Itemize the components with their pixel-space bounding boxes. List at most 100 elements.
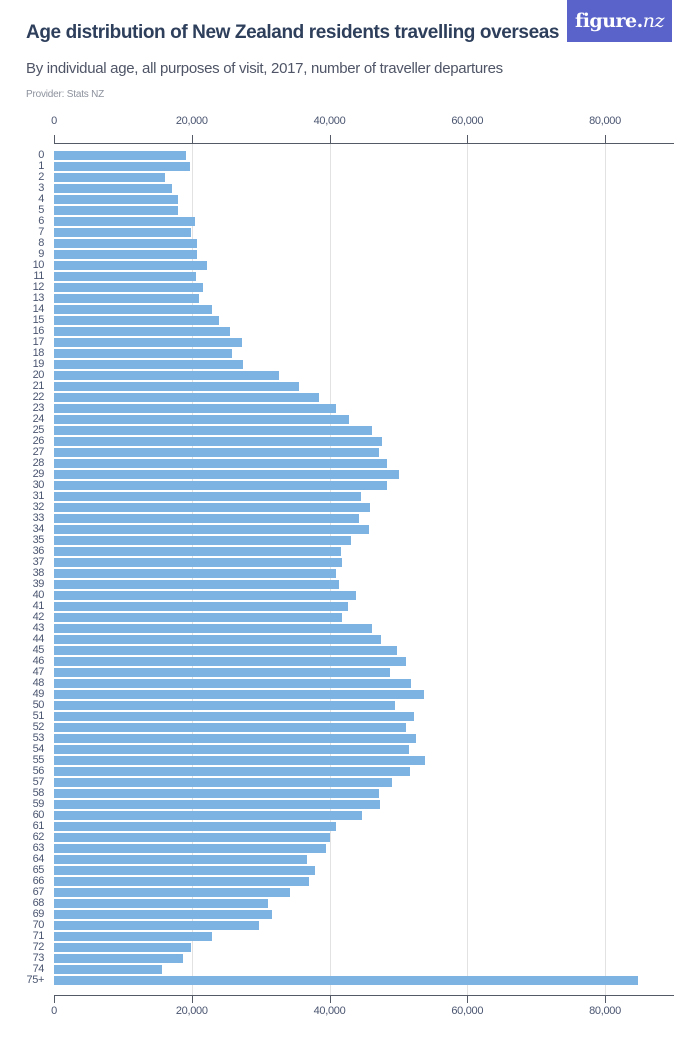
bar-age-36 — [54, 547, 342, 556]
figure-nz-logo[interactable]: figure. nz — [567, 0, 672, 42]
bar-age-7 — [54, 228, 192, 237]
bar-age-28 — [54, 459, 388, 468]
age-label: 71 — [32, 930, 45, 942]
age-label: 15 — [32, 314, 45, 326]
age-label: 39 — [32, 578, 45, 590]
age-label: 56 — [32, 765, 45, 777]
age-label: 73 — [32, 952, 45, 964]
bar-age-22 — [54, 393, 320, 402]
bar-age-4 — [54, 195, 178, 204]
logo-suffix: nz — [642, 10, 665, 32]
top-axis-tick — [54, 135, 55, 143]
age-label: 44 — [32, 633, 45, 645]
bar-age-2 — [54, 173, 165, 182]
age-label: 13 — [32, 292, 45, 304]
bottom-axis-tick-label: 60,000 — [451, 1005, 484, 1017]
age-label: 50 — [32, 699, 45, 711]
bar-age-69 — [54, 910, 273, 919]
bar-age-24 — [54, 415, 349, 424]
bar-age-68 — [54, 899, 269, 908]
age-label: 47 — [32, 666, 45, 678]
age-label: 22 — [32, 391, 45, 403]
age-label: 66 — [32, 875, 45, 887]
bar-age-67 — [54, 888, 291, 897]
bar-age-70 — [54, 921, 260, 930]
bar-age-43 — [54, 624, 373, 633]
bottom-axis-tick — [191, 995, 193, 1003]
bar-age-42 — [54, 613, 342, 622]
top-axis-tick-label: 60,000 — [451, 115, 484, 127]
age-label: 52 — [32, 721, 45, 733]
age-label: 74 — [32, 963, 45, 975]
bar-age-57 — [54, 778, 393, 787]
bar-age-33 — [54, 514, 360, 523]
bar-age-13 — [54, 294, 199, 303]
age-label: 46 — [32, 655, 45, 667]
bar-age-1 — [54, 162, 190, 171]
top-axis-tick — [467, 135, 469, 143]
age-label: 67 — [32, 886, 45, 898]
bottom-axis-line — [54, 995, 674, 996]
age-label: 72 — [32, 941, 45, 953]
bar-age-11 — [54, 272, 196, 281]
bar-age-3 — [54, 184, 172, 193]
bar-age-52 — [54, 723, 406, 732]
bottom-axis-tick — [605, 995, 606, 1003]
age-label: 53 — [32, 732, 45, 744]
top-axis-tick-label: 40,000 — [313, 115, 346, 127]
bar-age-73 — [54, 954, 183, 963]
age-label: 31 — [32, 490, 45, 502]
bar-age-40 — [54, 591, 356, 600]
age-label: 61 — [32, 820, 45, 832]
bar-age-9 — [54, 250, 197, 259]
bottom-axis-tick — [329, 995, 331, 1003]
bar-age-14 — [54, 305, 213, 314]
bar-age-34 — [54, 525, 369, 534]
top-axis-tick — [329, 135, 331, 143]
age-label: 51 — [32, 710, 45, 722]
top-axis-tick — [191, 135, 193, 143]
age-label: 3 — [38, 182, 44, 194]
bar-age-23 — [54, 404, 337, 413]
age-label: 4 — [38, 193, 44, 205]
bar-age-56 — [54, 767, 411, 776]
age-label: 65 — [32, 864, 45, 876]
bar-age-61 — [54, 822, 337, 831]
bar-age-44 — [54, 635, 382, 644]
age-label: 16 — [32, 325, 45, 337]
top-axis-line — [54, 143, 674, 144]
age-label: 24 — [32, 413, 45, 425]
age-label: 54 — [32, 743, 45, 755]
age-label: 43 — [32, 622, 45, 634]
bar-age-74 — [54, 965, 163, 974]
age-label: 30 — [32, 479, 45, 491]
bar-age-17 — [54, 338, 243, 347]
bar-age-10 — [54, 261, 207, 270]
top-axis-tick-label: 0 — [51, 115, 57, 127]
bar-age-37 — [54, 558, 342, 567]
bar-age-32 — [54, 503, 371, 512]
top-axis-tick — [605, 135, 606, 143]
age-label: 1 — [38, 160, 44, 172]
bar-age-25 — [54, 426, 373, 435]
age-label: 58 — [32, 787, 45, 799]
bar-age-75plus — [54, 976, 639, 985]
gridline — [605, 144, 606, 995]
bar-age-66 — [54, 877, 309, 886]
age-label: 25 — [32, 424, 45, 436]
bar-age-27 — [54, 448, 380, 457]
age-label: 5 — [38, 204, 44, 216]
age-label: 2 — [38, 171, 44, 183]
age-label: 9 — [38, 248, 44, 260]
bar-age-50 — [54, 701, 395, 710]
bar-age-55 — [54, 756, 426, 765]
bar-age-41 — [54, 602, 349, 611]
age-label: 7 — [38, 226, 44, 238]
age-label: 11 — [33, 270, 44, 282]
bar-age-53 — [54, 734, 417, 743]
bar-age-5 — [54, 206, 178, 215]
bar-age-35 — [54, 536, 351, 545]
gridline — [467, 144, 469, 995]
age-label: 10 — [32, 259, 45, 271]
